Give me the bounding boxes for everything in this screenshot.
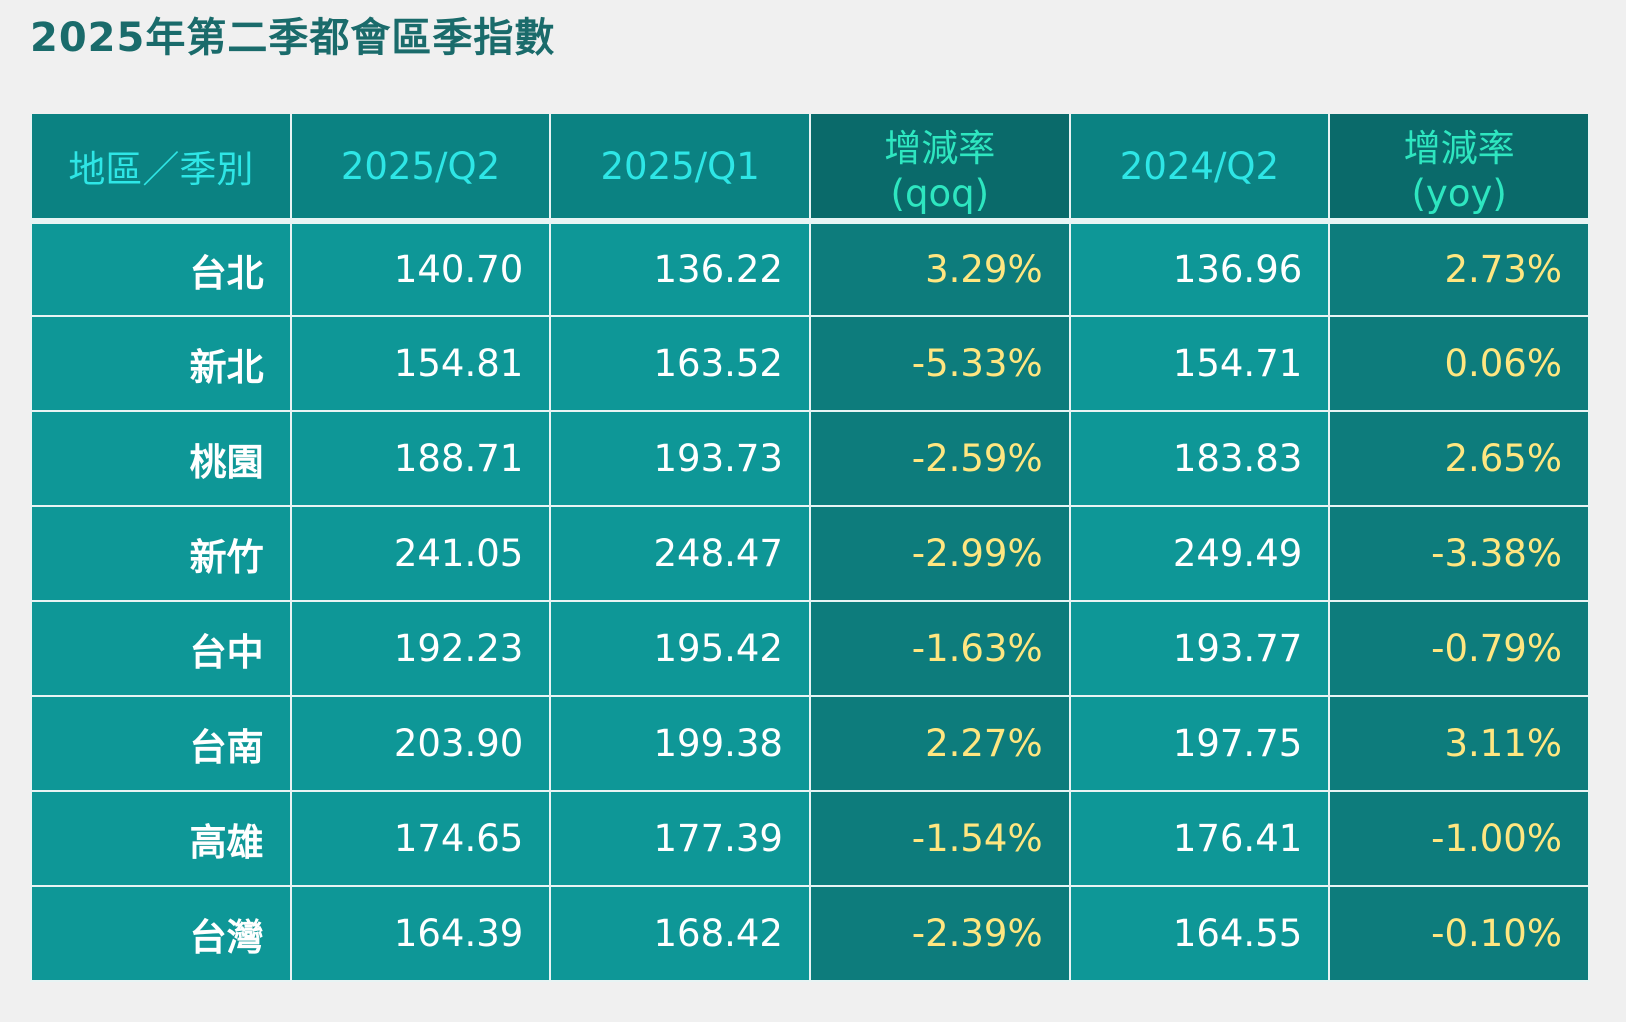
- page-title: 2025年第二季都會區季指數: [30, 15, 556, 61]
- header-2025q1: 2025/Q1: [549, 114, 811, 222]
- cell-rate-yoy: 0.06%: [1328, 315, 1590, 412]
- cell-value-2024q2: 176.41: [1068, 790, 1331, 887]
- cell-value-2025q2: 203.90: [289, 695, 552, 792]
- table-header: 地區／季別 2025/Q2 2025/Q1 增減率(qoq) 2024/Q2 增…: [30, 114, 1590, 222]
- cell-rate-qoq: -2.39%: [808, 885, 1071, 982]
- cell-region: 台中: [30, 600, 292, 697]
- table-row: 台中 192.23 195.42 -1.63% 193.77 -0.79%: [30, 600, 1590, 697]
- cell-value-2025q1: 136.22: [549, 220, 811, 317]
- cell-value-2025q2: 164.39: [289, 885, 552, 982]
- cell-value-2025q2: 154.81: [289, 315, 552, 412]
- cell-region: 台灣: [30, 885, 292, 982]
- cell-rate-yoy: -0.79%: [1328, 600, 1590, 697]
- cell-value-2024q2: 154.71: [1068, 315, 1331, 412]
- header-row: 地區／季別 2025/Q2 2025/Q1 增減率(qoq) 2024/Q2 增…: [30, 114, 1590, 222]
- header-qoq: 增減率(qoq): [808, 114, 1071, 222]
- cell-rate-qoq: -2.99%: [808, 505, 1071, 602]
- cell-value-2025q1: 195.42: [549, 600, 811, 697]
- index-table: 地區／季別 2025/Q2 2025/Q1 增減率(qoq) 2024/Q2 增…: [30, 114, 1590, 982]
- cell-value-2024q2: 197.75: [1068, 695, 1331, 792]
- table-row: 新北 154.81 163.52 -5.33% 154.71 0.06%: [30, 315, 1590, 412]
- cell-value-2025q1: 177.39: [549, 790, 811, 887]
- cell-rate-qoq: -2.59%: [808, 410, 1071, 507]
- cell-value-2025q2: 241.05: [289, 505, 552, 602]
- table-body: 台北 140.70 136.22 3.29% 136.96 2.73% 新北 154.81 16…: [30, 220, 1590, 982]
- cell-region: 台南: [30, 695, 292, 792]
- table-row: 台南 203.90 199.38 2.27% 197.75 3.11%: [30, 695, 1590, 792]
- cell-rate-yoy: -3.38%: [1328, 505, 1590, 602]
- cell-value-2024q2: 249.49: [1068, 505, 1331, 602]
- cell-region: 桃園: [30, 410, 292, 507]
- cell-rate-yoy: 3.11%: [1328, 695, 1590, 792]
- cell-rate-qoq: 2.27%: [808, 695, 1071, 792]
- table-row: 桃園 188.71 193.73 -2.59% 183.83 2.65%: [30, 410, 1590, 507]
- cell-rate-yoy: -1.00%: [1328, 790, 1590, 887]
- cell-rate-qoq: -1.54%: [808, 790, 1071, 887]
- table-row: 新竹 241.05 248.47 -2.99% 249.49 -3.38%: [30, 505, 1590, 602]
- cell-value-2025q1: 199.38: [549, 695, 811, 792]
- cell-rate-yoy: -0.10%: [1328, 885, 1590, 982]
- cell-rate-qoq: 3.29%: [808, 220, 1071, 317]
- header-2025q2: 2025/Q2: [289, 114, 552, 222]
- cell-region: 新北: [30, 315, 292, 412]
- cell-rate-qoq: -5.33%: [808, 315, 1071, 412]
- table-row: 台灣 164.39 168.42 -2.39% 164.55 -0.10%: [30, 885, 1590, 982]
- table-row: 台北 140.70 136.22 3.29% 136.96 2.73%: [30, 220, 1590, 317]
- cell-region: 新竹: [30, 505, 292, 602]
- cell-rate-yoy: 2.73%: [1328, 220, 1590, 317]
- header-2024q2: 2024/Q2: [1068, 114, 1331, 222]
- cell-value-2025q2: 188.71: [289, 410, 552, 507]
- cell-value-2025q2: 192.23: [289, 600, 552, 697]
- cell-value-2024q2: 183.83: [1068, 410, 1331, 507]
- cell-value-2025q1: 193.73: [549, 410, 811, 507]
- header-region: 地區／季別: [30, 114, 292, 222]
- cell-value-2024q2: 193.77: [1068, 600, 1331, 697]
- table-row: 高雄 174.65 177.39 -1.54% 176.41 -1.00%: [30, 790, 1590, 887]
- cell-value-2024q2: 136.96: [1068, 220, 1331, 317]
- cell-value-2025q2: 140.70: [289, 220, 552, 317]
- cell-rate-yoy: 2.65%: [1328, 410, 1590, 507]
- cell-region: 高雄: [30, 790, 292, 887]
- cell-value-2025q1: 248.47: [549, 505, 811, 602]
- cell-rate-qoq: -1.63%: [808, 600, 1071, 697]
- cell-region: 台北: [30, 220, 292, 317]
- cell-value-2025q1: 163.52: [549, 315, 811, 412]
- header-yoy: 增減率(yoy): [1328, 114, 1590, 222]
- cell-value-2025q1: 168.42: [549, 885, 811, 982]
- cell-value-2024q2: 164.55: [1068, 885, 1331, 982]
- cell-value-2025q2: 174.65: [289, 790, 552, 887]
